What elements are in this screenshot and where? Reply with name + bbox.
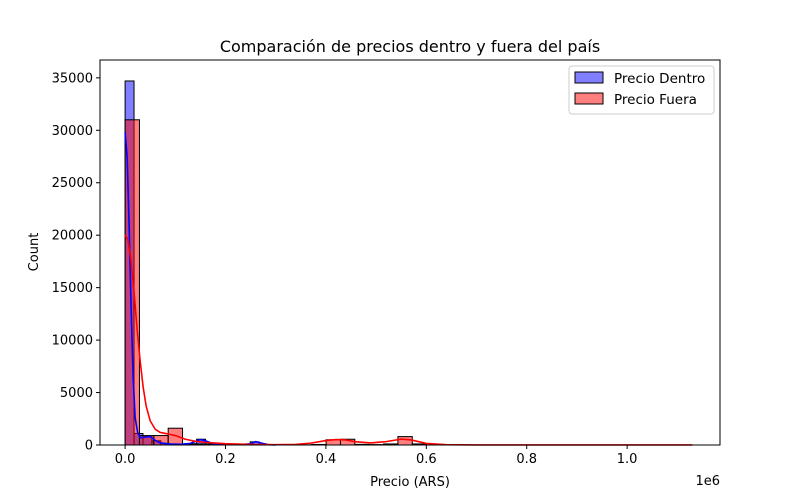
x-tick-label: 0.4 [316, 452, 337, 467]
x-tick-label: 0.2 [215, 452, 236, 467]
legend-label-precio-dentro: Precio Dentro [614, 71, 705, 87]
legend-box [568, 65, 715, 115]
kde-line-series-1 [124, 234, 693, 446]
x-axis: 0.0 0.2 0.4 0.6 0.8 1.0 [115, 445, 638, 467]
legend: Precio Dentro Precio Fuera [568, 65, 715, 115]
y-tick-label: 20000 [52, 229, 93, 244]
legend-label-precio-fuera: Precio Fuera [614, 92, 697, 108]
x-axis-offset-label: 1e6 [695, 474, 720, 489]
x-tick-label: 1.0 [617, 452, 638, 467]
x-axis-label: Precio (ARS) [370, 475, 450, 490]
y-axis-label: Count [27, 233, 42, 272]
axes-frame [99, 59, 721, 446]
y-tick-label: 15000 [52, 281, 93, 296]
chart-title: Comparación de precios dentro y fuera de… [220, 37, 600, 56]
y-tick-label: 0 [85, 439, 93, 454]
y-tick-label: 5000 [60, 386, 93, 401]
legend-swatch-precio-fuera [574, 92, 604, 105]
x-tick-label: 0.6 [416, 452, 437, 467]
y-tick-label: 35000 [52, 71, 93, 86]
y-tick-label: 30000 [52, 124, 93, 139]
x-tick-label: 0.0 [115, 452, 136, 467]
y-tick-label: 10000 [52, 334, 93, 349]
x-tick-label: 0.8 [516, 452, 537, 467]
y-axis: 0 5000 10000 15000 20000 25000 30000 35000 [52, 71, 100, 454]
legend-swatch-precio-dentro [574, 71, 604, 84]
y-tick-label: 25000 [52, 176, 93, 191]
bar-series-1-bin-19 [397, 436, 413, 446]
